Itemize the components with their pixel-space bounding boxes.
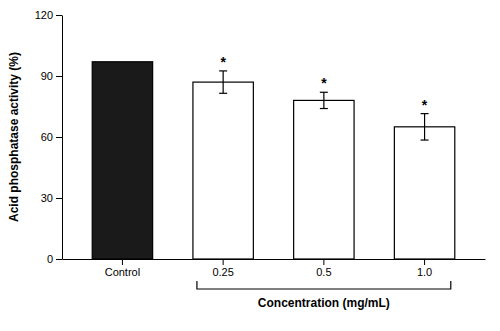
y-tick: 90 <box>41 70 62 82</box>
x-tick: 1.0 <box>417 259 432 278</box>
y-tick-mark <box>56 15 62 16</box>
x-tick: 0.5 <box>316 259 331 278</box>
error-bar-line <box>320 108 328 109</box>
y-axis-line <box>62 16 63 260</box>
y-tick-label: 60 <box>41 131 53 143</box>
bracket-label: Concentration (mg/mL) <box>258 296 390 310</box>
x-tick-label: 0.5 <box>316 266 331 278</box>
y-tick: 0 <box>47 253 62 265</box>
x-axis: Control 0.25 0.5 1.0 <box>63 259 486 278</box>
chart: 0 30 60 90 120 Control 0.25 0.5 1.0 Acid phosphat… <box>0 0 500 331</box>
y-tick-mark <box>56 259 62 260</box>
x-tick-mark <box>223 259 224 265</box>
error-bar <box>320 92 328 108</box>
x-tick-label: Control <box>105 266 140 278</box>
annotation: * <box>422 97 428 113</box>
error-bar <box>421 114 429 140</box>
y-axis: 0 30 60 90 120 <box>35 9 63 265</box>
x-tick-label: 0.25 <box>212 266 233 278</box>
y-tick-mark <box>56 76 62 77</box>
error-bar-line <box>424 114 425 140</box>
annotation: * <box>220 54 226 70</box>
error-bar-line <box>223 71 224 93</box>
x-tick-mark <box>122 259 123 265</box>
y-tick-label: 0 <box>47 253 53 265</box>
x-tick-label: 1.0 <box>417 266 432 278</box>
x-tick: 0.25 <box>212 259 233 278</box>
y-tick-mark <box>56 137 62 138</box>
y-tick-label: 90 <box>41 70 53 82</box>
error-bar-line <box>421 139 429 140</box>
y-tick-mark <box>56 198 62 199</box>
x-tick-mark <box>424 259 425 265</box>
bar <box>394 127 454 259</box>
y-tick: 60 <box>41 131 62 143</box>
error-bar-line <box>320 92 328 93</box>
x-axis-line <box>63 259 486 260</box>
error-bar-line <box>219 93 227 94</box>
x-tick: Control <box>105 259 140 278</box>
error-bar-line <box>219 70 227 71</box>
y-tick-label: 120 <box>35 9 53 21</box>
annotations: * * * <box>220 54 427 113</box>
y-tick: 120 <box>35 9 62 21</box>
y-tick: 30 <box>41 192 62 204</box>
bar <box>193 82 253 259</box>
y-axis-title: Acid phosphatase activity (%) <box>7 52 21 222</box>
error-bar <box>219 71 227 93</box>
bar <box>294 100 354 259</box>
error-bar-line <box>421 113 429 114</box>
bracket: Concentration (mg/mL) <box>197 281 451 310</box>
bar <box>92 62 152 259</box>
y-tick-label: 30 <box>41 192 53 204</box>
plot: 0 30 60 90 120 Control 0.25 0.5 1.0 Acid phosphat… <box>7 9 486 310</box>
error-bar-line <box>323 92 324 108</box>
annotation: * <box>321 75 327 91</box>
x-tick-mark <box>323 259 324 265</box>
bracket-line <box>197 281 451 289</box>
marks <box>92 62 455 259</box>
